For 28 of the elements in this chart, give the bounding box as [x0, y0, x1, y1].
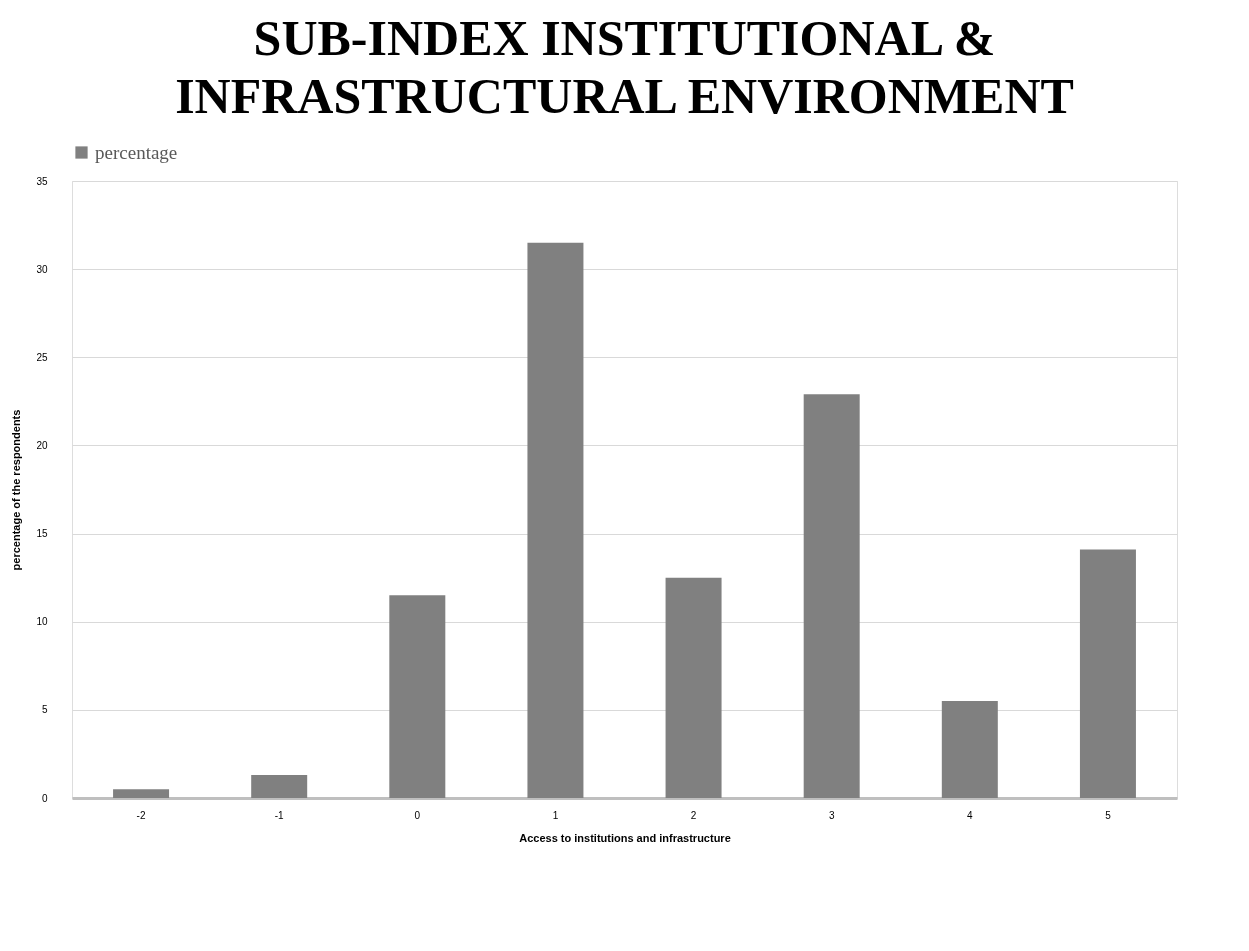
legend-label: percentage	[95, 141, 178, 163]
x-tick-label: 3	[828, 809, 835, 821]
y-axis-title: percentage of the respondents	[10, 409, 23, 571]
y-tick-label: 20	[36, 439, 48, 451]
x-tick-label: -1	[274, 809, 285, 821]
y-tick-label: 15	[36, 528, 48, 540]
x-tick-label: 2	[690, 809, 697, 821]
x-tick-label: 1	[552, 809, 559, 821]
y-tick-label: 5	[41, 704, 48, 716]
y-tick-label: 10	[36, 616, 48, 628]
y-tick-label: 30	[36, 263, 48, 275]
x-tick-label: 5	[1105, 809, 1112, 821]
bar	[1079, 549, 1136, 798]
bar	[113, 789, 170, 798]
bar	[527, 242, 584, 798]
bar	[251, 775, 308, 798]
x-tick-label: 4	[967, 809, 974, 821]
x-tick-label: 0	[414, 809, 421, 821]
chart-title: SUB-INDEX INSTITUTIONAL & INFRASTRUCTURAL ENVIRONMENT	[175, 10, 1074, 124]
bar	[803, 394, 860, 798]
bar	[389, 595, 446, 798]
bar	[665, 577, 722, 798]
x-tick-label: -2	[136, 809, 146, 821]
y-tick-label: 0	[41, 792, 48, 804]
y-tick-label: 35	[36, 175, 48, 187]
bar	[941, 701, 998, 798]
y-tick-label: 25	[36, 351, 48, 363]
x-axis-title: Access to institutions and infrastructure	[519, 831, 731, 844]
